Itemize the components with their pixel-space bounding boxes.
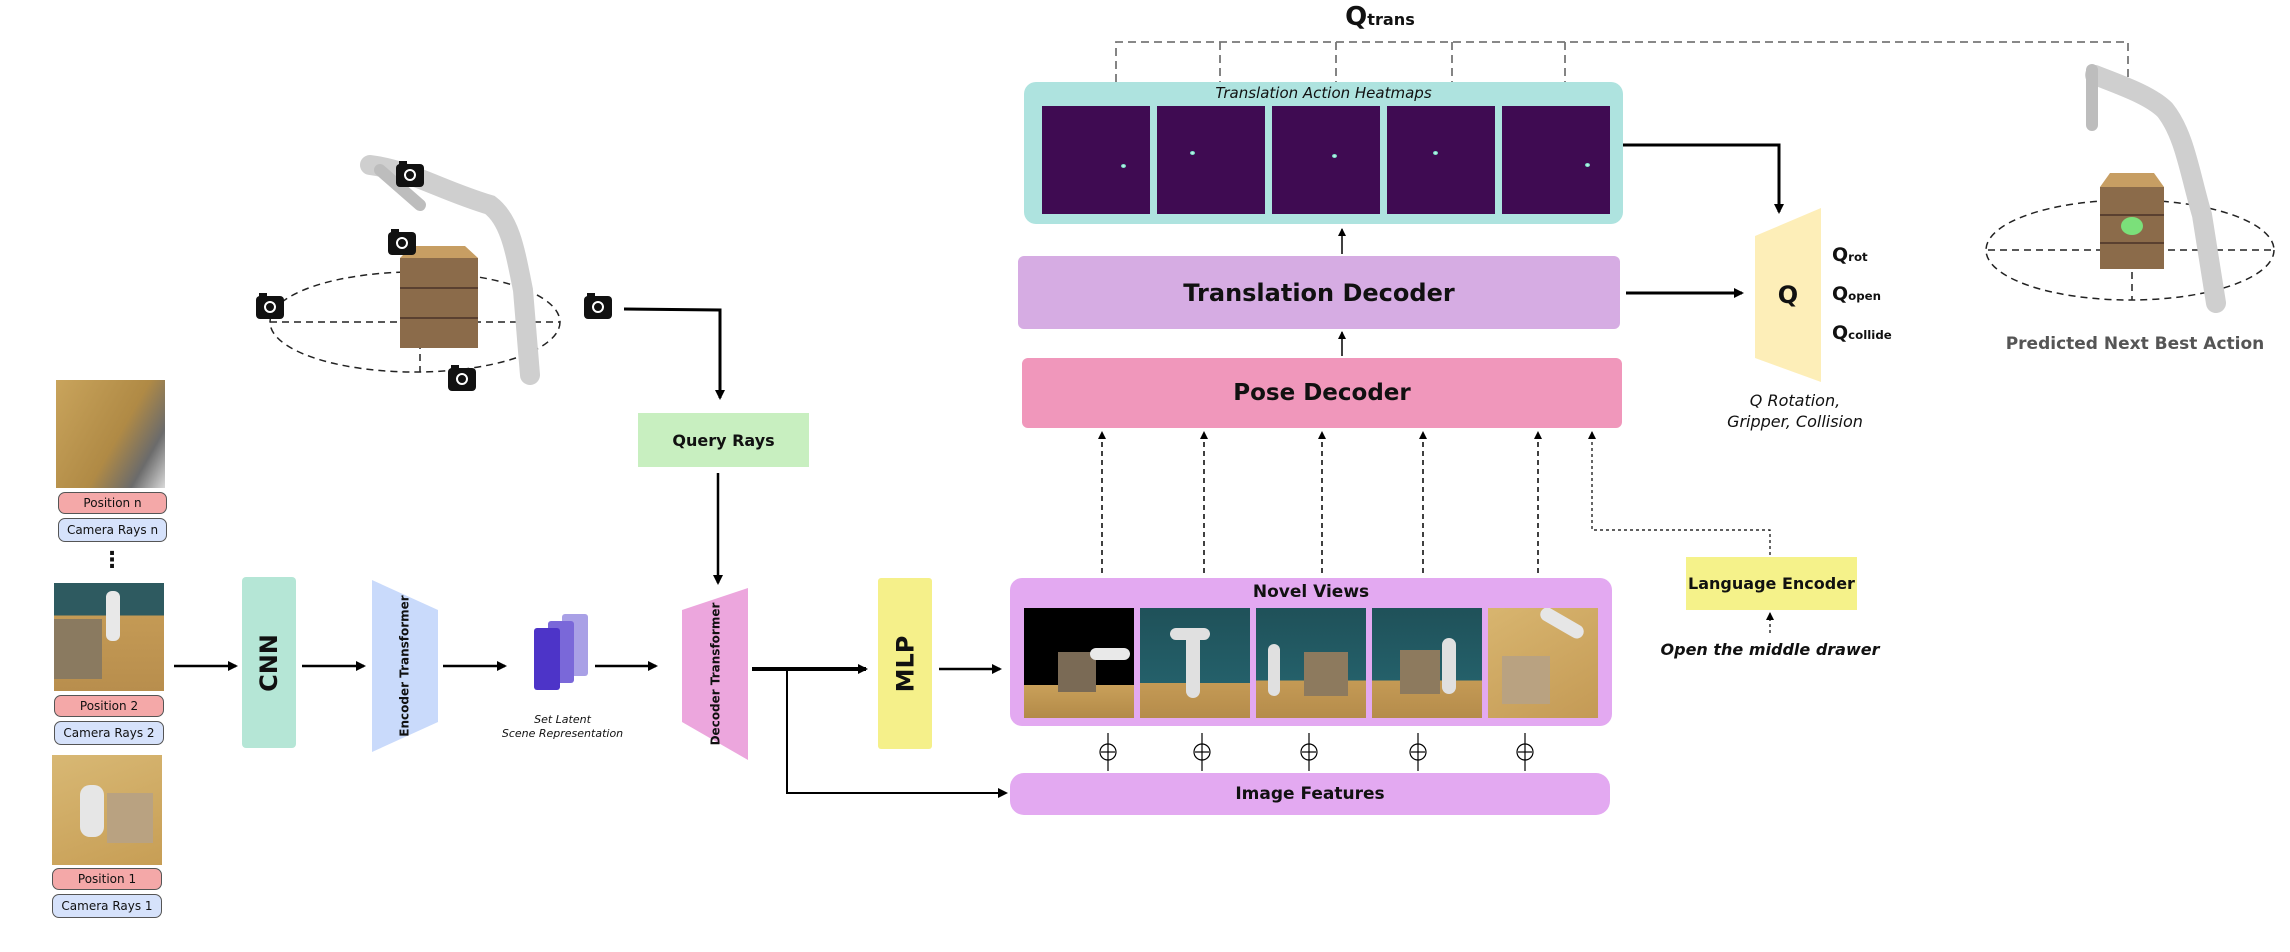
- novel-view-2: [1140, 608, 1250, 718]
- q-caption-line-2: Gripper, Collision: [1727, 412, 1863, 431]
- heatmap-4: [1387, 106, 1495, 214]
- language-encoder-box: Language Encoder: [1686, 557, 1857, 610]
- novel-views-title: Novel Views: [1252, 582, 1370, 602]
- q-collide-sub: collide: [1848, 328, 1892, 342]
- ellipsis: ⋮: [101, 547, 123, 573]
- instruction-text: Open the middle drawer: [1660, 640, 1880, 659]
- q-head-shape: [1755, 208, 1821, 382]
- novel-view-1: [1024, 608, 1134, 718]
- translation-decoder-box: Translation Decoder: [1018, 256, 1620, 329]
- q-caption-line-1: Q Rotation,: [1749, 391, 1841, 410]
- camera-icon: [396, 161, 424, 187]
- mlp-block: MLP: [878, 578, 932, 749]
- q-rot-base: Q: [1832, 244, 1849, 266]
- camera-rays-2-label: Camera Rays 2: [54, 721, 164, 745]
- encoder-transformer-shape: [372, 580, 438, 752]
- image-features-box: Image Features: [1010, 773, 1610, 815]
- camera-icon: [256, 293, 284, 319]
- q-open-base: Q: [1832, 283, 1849, 305]
- q-open-label: Qopen: [1832, 283, 1881, 305]
- heatmap-5: [1502, 106, 1610, 214]
- camera-icon: [388, 229, 416, 255]
- cnn-label: CNN: [255, 633, 284, 692]
- decoder-transformer-shape: [682, 588, 748, 760]
- novel-view-3: [1256, 608, 1366, 718]
- latent-caption-line-1: Set Latent: [534, 713, 591, 726]
- latent-caption: Set Latent Scene Representation: [490, 713, 635, 741]
- q-collide-base: Q: [1832, 322, 1849, 344]
- q-rot-sub: rot: [1848, 250, 1868, 264]
- position-2-label: Position 2: [54, 695, 164, 717]
- q-trans-sub: trans: [1367, 10, 1415, 29]
- heatmaps-title: Translation Action Heatmaps: [1215, 84, 1432, 102]
- decoder-transformer: Decoder Transformer: [682, 588, 748, 760]
- q-trans-base: Q: [1345, 2, 1368, 32]
- heatmap-1: [1042, 106, 1150, 214]
- q-open-sub: open: [1848, 289, 1882, 303]
- query-rays-box: Query Rays: [638, 413, 809, 467]
- predicted-action-caption: Predicted Next Best Action: [2005, 334, 2265, 354]
- q-caption: Q Rotation, Gripper, Collision: [1700, 390, 1890, 432]
- heatmap-3: [1272, 106, 1380, 214]
- novel-view-4: [1372, 608, 1482, 718]
- cnn-block: CNN: [242, 577, 296, 748]
- input-image-position-2: [54, 583, 164, 691]
- q-head-label: Q: [1777, 281, 1799, 309]
- pose-decoder-box: Pose Decoder: [1022, 358, 1622, 428]
- q-rot-label: Qrot: [1832, 244, 1868, 266]
- camera-icon: [448, 365, 476, 391]
- q-trans-label: Qtrans: [1320, 2, 1440, 38]
- mlp-label: MLP: [891, 635, 920, 692]
- predicted-action-scene: [1980, 55, 2280, 315]
- position-1-label: Position 1: [52, 868, 162, 890]
- camera-rays-n-label: Camera Rays n: [58, 518, 167, 542]
- camera-icon: [584, 293, 612, 319]
- robot-observation-scene: [240, 150, 640, 395]
- novel-view-5: [1488, 608, 1598, 718]
- encoder-transformer: Encoder Transformer: [372, 580, 438, 752]
- q-collide-label: Qcollide: [1832, 322, 1892, 344]
- decoder-transformer-label: Decoder Transformer: [708, 602, 723, 746]
- heatmap-2: [1157, 106, 1265, 214]
- input-image-position-1: [52, 755, 162, 865]
- position-n-label: Position n: [58, 492, 167, 514]
- camera-rays-1-label: Camera Rays 1: [52, 894, 162, 918]
- latent-caption-line-2: Scene Representation: [501, 727, 624, 740]
- input-image-position-n: [56, 380, 165, 488]
- latent-slice-front: [534, 628, 560, 690]
- encoder-transformer-label: Encoder Transformer: [398, 595, 412, 737]
